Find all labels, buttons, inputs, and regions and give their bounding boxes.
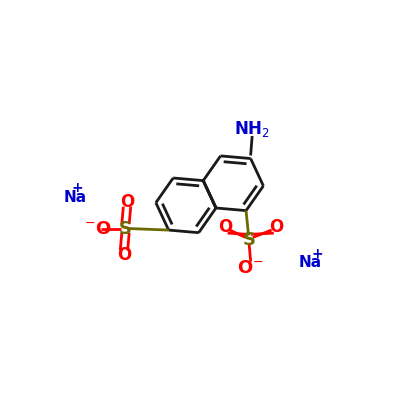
Text: +: + bbox=[71, 182, 83, 196]
Text: $^{-}$O: $^{-}$O bbox=[84, 220, 112, 238]
Text: O: O bbox=[218, 218, 232, 236]
Text: Na: Na bbox=[63, 190, 86, 205]
Text: Na: Na bbox=[298, 256, 322, 270]
Text: +: + bbox=[311, 247, 323, 261]
Text: O: O bbox=[120, 193, 134, 211]
Text: O$^{-}$: O$^{-}$ bbox=[237, 258, 264, 276]
Text: S: S bbox=[119, 220, 132, 238]
Text: S: S bbox=[243, 231, 256, 249]
Text: O: O bbox=[269, 218, 283, 236]
Text: NH$_2$: NH$_2$ bbox=[234, 119, 270, 139]
Text: O: O bbox=[117, 246, 131, 264]
